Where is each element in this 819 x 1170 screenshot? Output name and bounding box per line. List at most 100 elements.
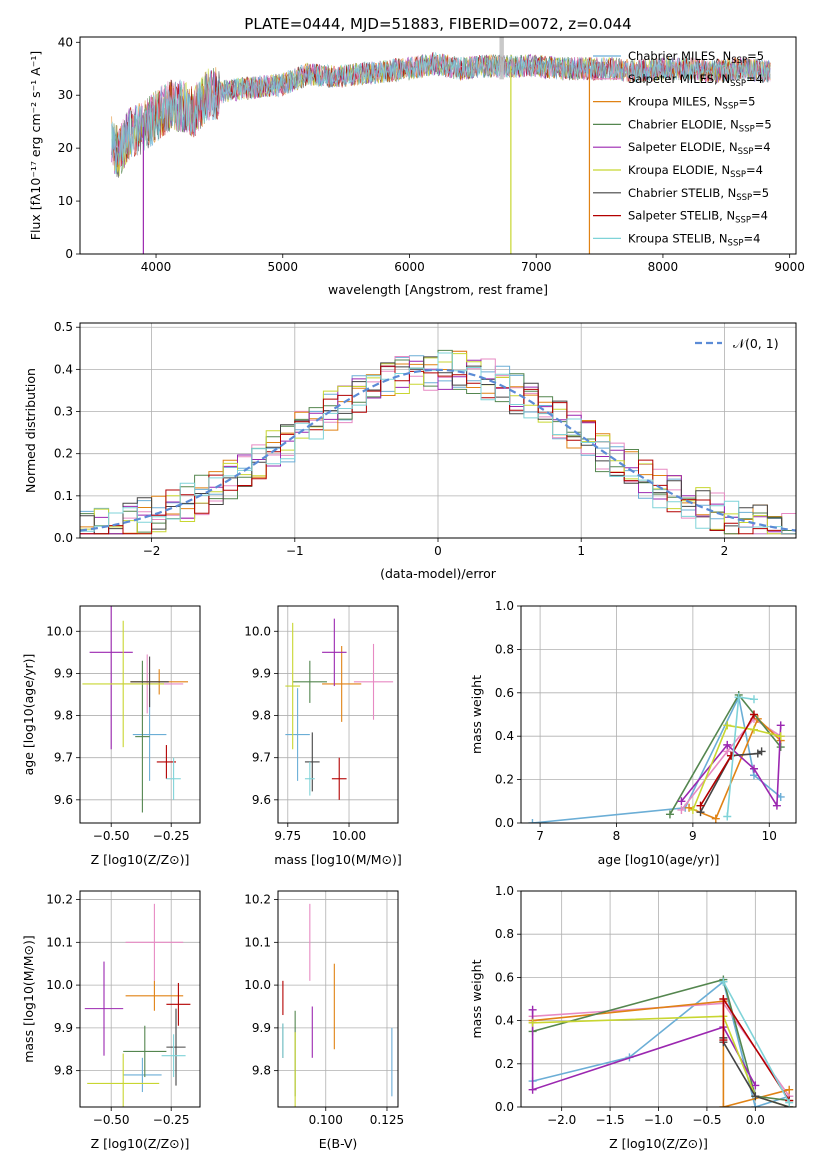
y-tick-label: 9.9 [252, 1021, 271, 1035]
weight-series-line [692, 724, 781, 811]
x-tick-label: 6000 [394, 260, 425, 274]
y-tick-label: 9.7 [252, 751, 271, 765]
y-tick-label: 9.8 [252, 1064, 271, 1078]
x-tick-label: −0.50 [93, 1113, 130, 1127]
x-axis-label: age [log10(age/yr)] [598, 852, 720, 867]
age-vs-mass-panel: 9.75 10.00 9.6 9.7 9.8 9.9 10.0 mass [log10(M/M… [244, 605, 402, 867]
weight-lines [528, 975, 794, 1107]
y-axis-label: mass [log10(M/M⊙)] [21, 935, 36, 1063]
y-tick-label: 10.1 [46, 935, 73, 949]
weight-marker [785, 1098, 794, 1107]
weight-marker [665, 810, 674, 819]
legend-label: 𝒩(0, 1) [733, 336, 779, 351]
x-tick-label: 10 [762, 829, 777, 843]
y-tick-label: 0.4 [54, 362, 73, 376]
normal-reference-curve [80, 368, 796, 532]
y-tick-label: 0.8 [495, 642, 514, 656]
histogram-step [80, 352, 796, 538]
x-tick-label: −1.5 [596, 1113, 625, 1127]
y-axis-label: age [log10(age/yr)] [21, 654, 36, 776]
spectrum-model-line [111, 52, 771, 175]
axes-frame [79, 36, 797, 255]
y-tick-label: 9.8 [252, 709, 271, 723]
weight-marker [719, 1036, 728, 1045]
weight-marker [719, 977, 728, 986]
y-tick-label: 30 [58, 88, 73, 102]
y-tick-label: 0.2 [495, 773, 514, 787]
y-tick-label: 0.1 [54, 489, 73, 503]
weight-marker [677, 797, 686, 806]
mass-vs-metallicity-panel: −0.50 −0.25 9.8 9.9 10.0 10.1 10.2 Z [log10(Z/Z… [21, 890, 201, 1151]
x-tick-label: 7000 [521, 260, 552, 274]
masked-region [499, 37, 504, 80]
axes-frame [79, 322, 797, 539]
mass-vs-ebv-panel: 0.100 0.125 9.8 9.9 10.0 10.1 10.2 E(B-V) [244, 890, 404, 1151]
weight-marker [528, 1085, 537, 1094]
weight-series-line [532, 1000, 790, 1107]
x-tick-label: 4000 [141, 260, 172, 274]
weight-marker [776, 732, 785, 741]
errorbar-markers [82, 606, 188, 813]
spectrum-legend: Chabrier MILES, NSSP=5 Salpeter MILES, NS… [593, 49, 772, 248]
legend-label: Chabrier MILES, NSSP=5 [628, 49, 764, 66]
y-tick-label: 10.0 [244, 624, 271, 638]
weight-marker [719, 995, 728, 1003]
weight-marker [749, 725, 758, 734]
legend-label: Kroupa MILES, NSSP=5 [628, 95, 755, 112]
y-tick-label: 9.8 [54, 1064, 73, 1078]
x-tick-label: 0.0 [746, 1113, 765, 1127]
weight-marker [772, 801, 781, 810]
x-axis-label: Z [log10(Z/Z⊙)] [91, 1136, 190, 1151]
weight-marker [776, 721, 785, 730]
weight-marker [528, 1005, 537, 1014]
weight-marker [757, 747, 766, 756]
errorbar-markers [285, 618, 394, 800]
weight-marker [749, 695, 758, 704]
weight-marker [723, 740, 732, 749]
x-tick-label: 5000 [267, 260, 298, 274]
spectrum-panel: 4000 5000 6000 7000 8000 9000 0 10 20 30 40 wavelen… [28, 35, 805, 297]
axes-frame [277, 890, 399, 1108]
errorbar-markers [282, 903, 393, 1107]
x-tick-label: 0.125 [370, 1113, 404, 1127]
y-tick-label: 0.4 [495, 729, 514, 743]
weight-marker [528, 819, 537, 823]
x-tick-label: −2 [143, 544, 161, 558]
x-tick-label: 9.75 [274, 829, 301, 843]
x-tick-label: −2.0 [547, 1113, 576, 1127]
y-tick-label: 0.4 [495, 1014, 514, 1028]
weight-marker [751, 1103, 760, 1107]
weight-marker [711, 814, 720, 823]
y-tick-label: 10.0 [46, 978, 73, 992]
y-tick-label: 10.0 [46, 624, 73, 638]
y-tick-label: 0.6 [495, 686, 514, 700]
x-tick-label: 0 [434, 544, 442, 558]
x-tick-label: 1 [577, 544, 585, 558]
x-axis-label: Z [log10(Z/Z⊙)] [609, 1136, 708, 1151]
y-tick-label: 0 [65, 247, 73, 261]
x-axis-label: E(B-V) [319, 1136, 358, 1151]
weight-marker [751, 1092, 760, 1101]
y-tick-label: 9.7 [54, 751, 73, 765]
y-tick-label: 0.0 [495, 816, 514, 830]
x-tick-label: 8 [613, 829, 621, 843]
age-vs-metallicity-panel: −0.50 −0.25 9.6 9.7 9.8 9.9 10.0 Z [log10(Z/Z⊙)… [21, 605, 201, 867]
y-tick-label: 10.0 [244, 978, 271, 992]
y-axis-label: Normed distribution [23, 368, 38, 493]
legend-label: Chabrier ELODIE, NSSP=5 [628, 117, 772, 134]
y-tick-label: 9.9 [54, 1021, 73, 1035]
weight-marker [528, 1018, 537, 1027]
x-tick-label: −0.25 [153, 1113, 190, 1127]
axes-frame [277, 605, 399, 824]
y-tick-label: 9.8 [54, 709, 73, 723]
residual-histogram-panel: −2 −1 0 1 2 0.0 0.1 0.2 0.3 0.4 0.5 (data-model)/er… [23, 320, 797, 581]
x-tick-label: 9 [689, 829, 697, 843]
x-axis-label: (data-model)/error [380, 566, 497, 581]
y-tick-label: 0.3 [54, 405, 73, 419]
axes-frame [79, 890, 201, 1108]
weight-series-line [532, 1015, 790, 1107]
figure-title: PLATE=0444, MJD=51883, FIBERID=0072, z=0… [244, 15, 631, 33]
spectrum-lines [111, 37, 771, 254]
weight-series-line [722, 981, 790, 1104]
y-tick-label: 0.2 [54, 447, 73, 461]
